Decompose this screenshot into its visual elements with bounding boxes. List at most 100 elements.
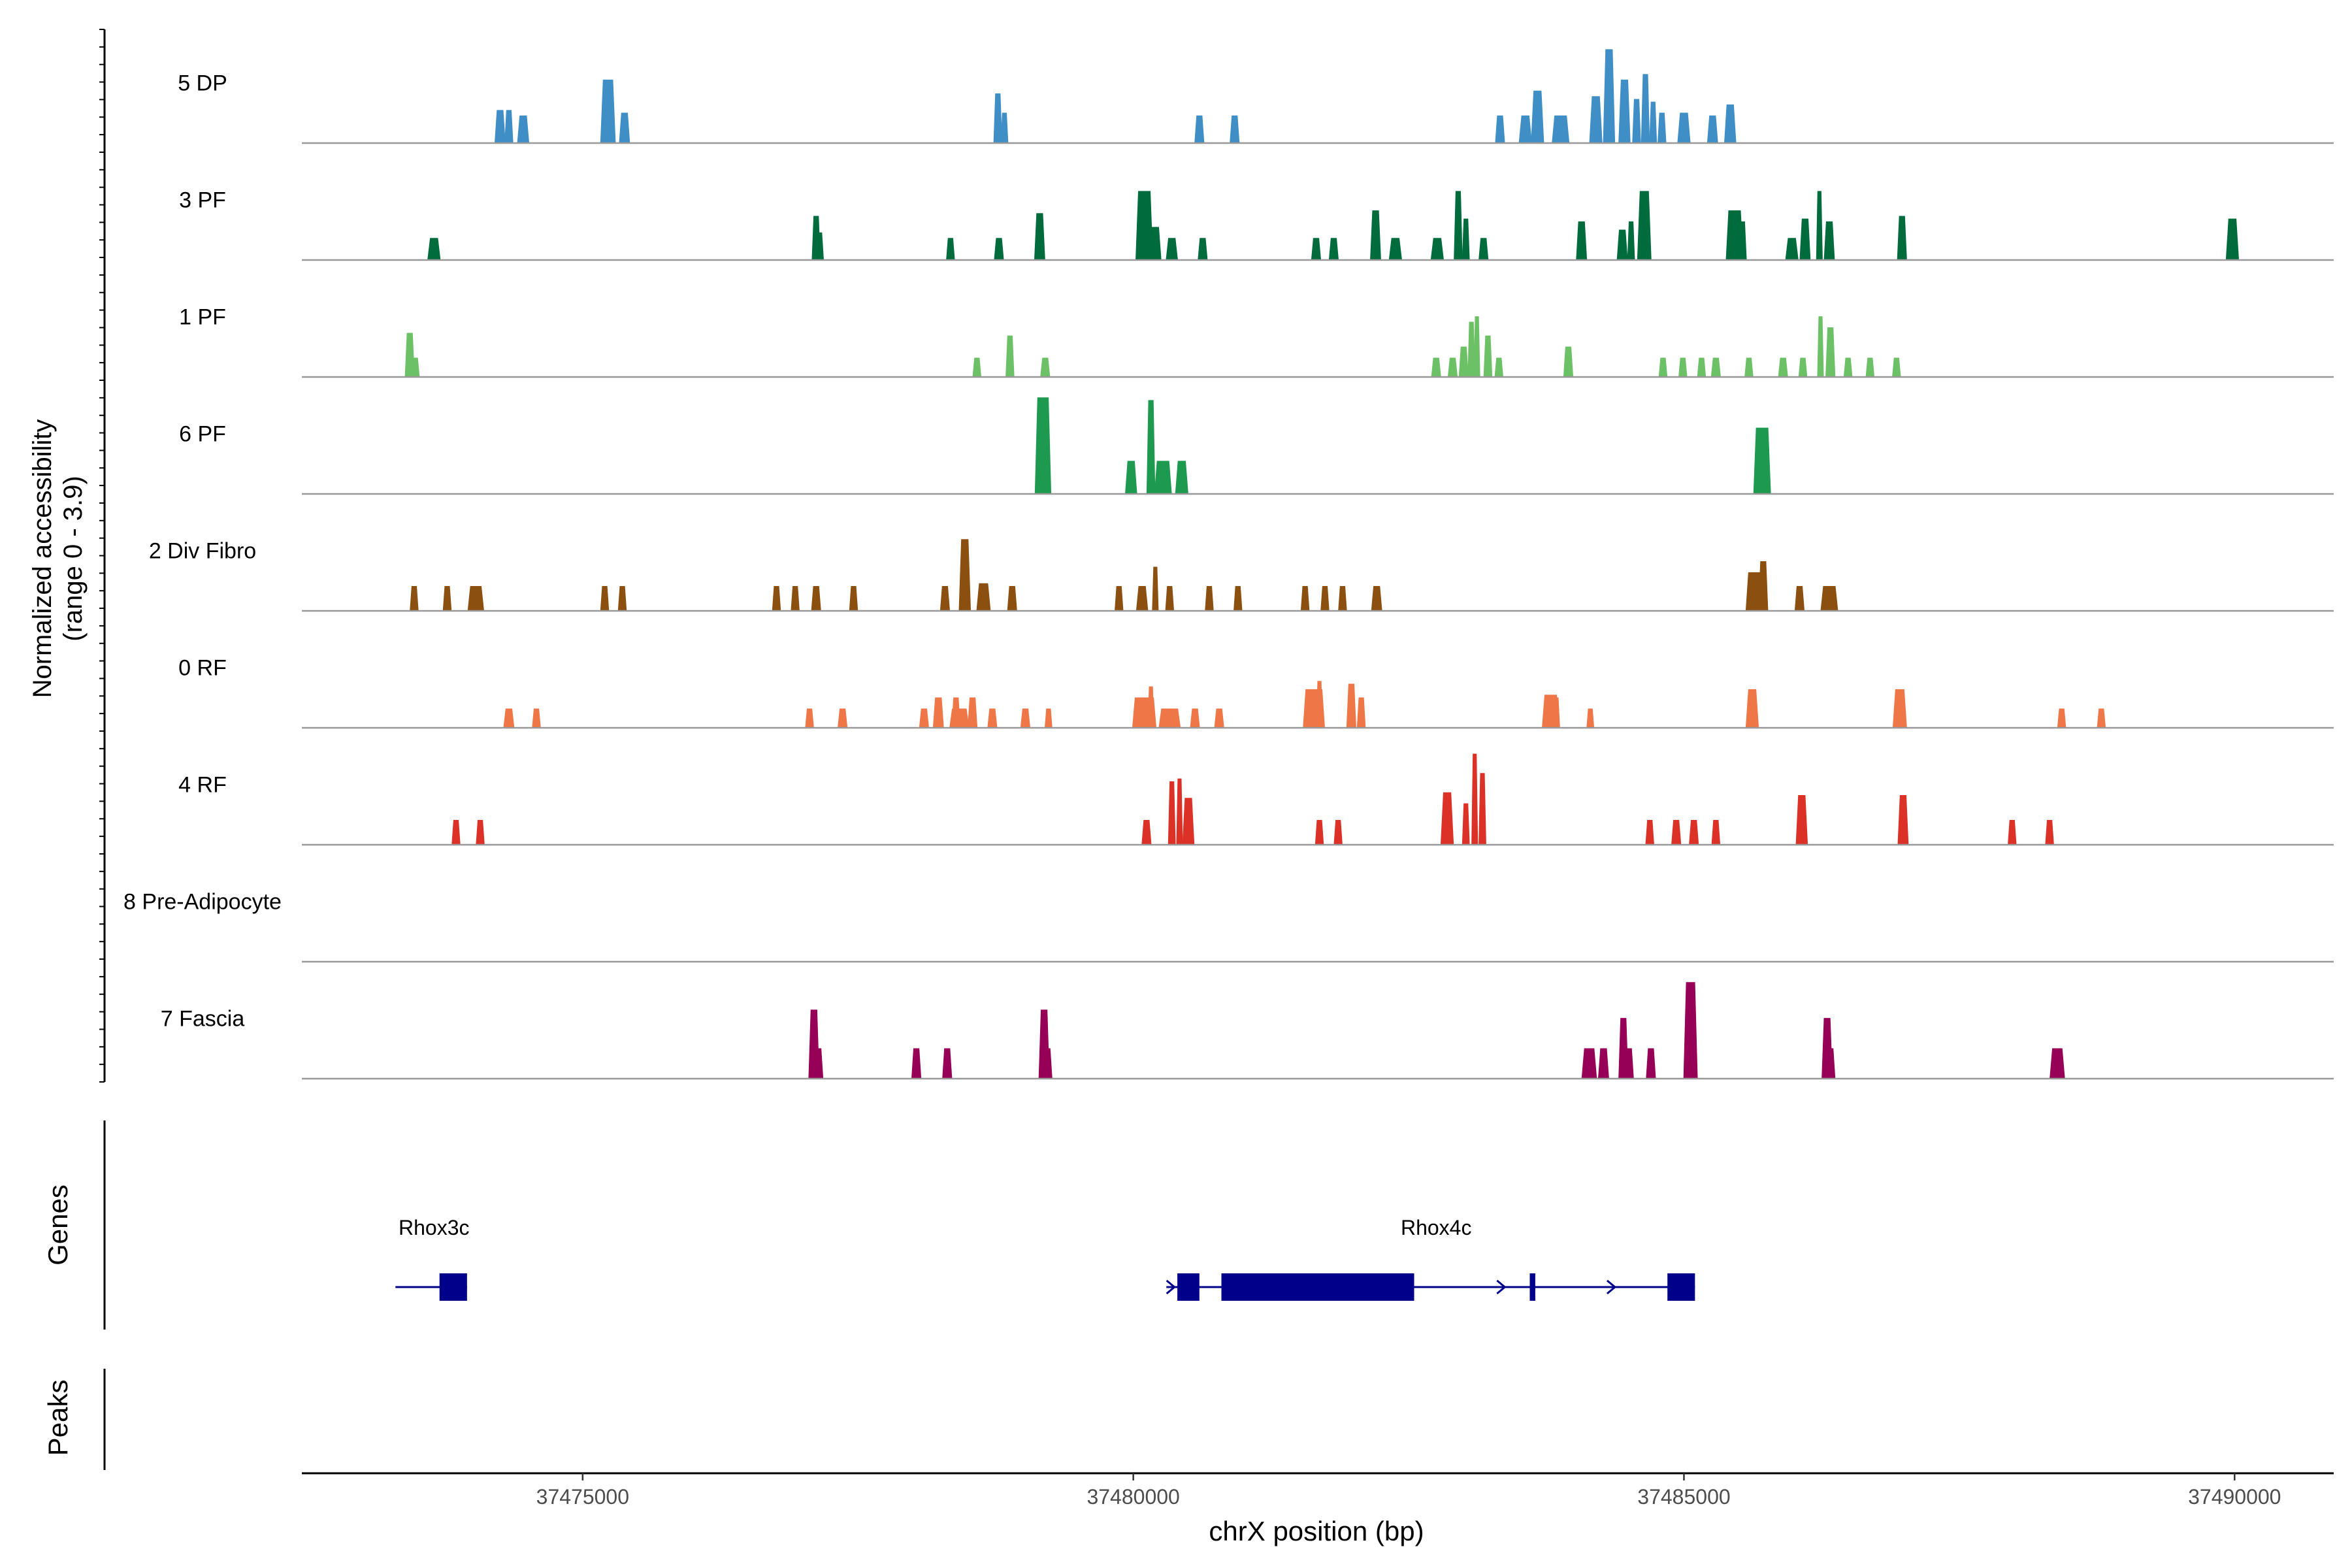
- x-tick-label: 37475000: [536, 1485, 629, 1509]
- coverage-peak: [1677, 112, 1691, 143]
- coverage-peak: [1576, 221, 1588, 260]
- coverage-peak: [1795, 794, 1808, 845]
- coverage-peak: [1616, 229, 1628, 260]
- coverage-peak: [2008, 819, 2017, 845]
- coverage-peak: [1586, 708, 1595, 728]
- gene-exon: [439, 1273, 467, 1301]
- coverage-peak: [1494, 357, 1504, 377]
- track-6-pf: 6 PF: [179, 397, 2334, 495]
- coverage-peak: [1683, 982, 1698, 1079]
- coverage-peak: [972, 357, 982, 377]
- track-2-div-fibro: 2 Div Fibro: [149, 538, 2334, 612]
- gene-exon: [1177, 1273, 1200, 1301]
- coverage-peak: [1454, 191, 1463, 260]
- coverage-peak: [1311, 238, 1322, 260]
- coverage-peak: [911, 1048, 922, 1079]
- coverage-peak: [1897, 794, 1909, 845]
- coverage-peak: [1328, 238, 1339, 260]
- coverage-peak: [1346, 683, 1356, 728]
- coverage-peak: [1589, 96, 1603, 143]
- coverage-peak: [1034, 397, 1052, 494]
- coverage-peak: [1817, 316, 1824, 377]
- coverage-peak: [813, 1048, 824, 1079]
- strand-arrow: [1606, 1279, 1617, 1295]
- coverage-peak: [1823, 221, 1835, 260]
- coverage-peak: [1338, 585, 1347, 611]
- coverage-peak: [1198, 238, 1208, 260]
- coverage-peak: [1671, 819, 1682, 845]
- coverage-peak: [1194, 115, 1205, 143]
- coverage-peak: [1825, 327, 1836, 377]
- coverage-peak: [1205, 585, 1214, 611]
- coverage-peak: [993, 93, 1003, 143]
- coverage-peak: [1356, 697, 1366, 728]
- coverage-peak: [1678, 357, 1688, 377]
- coverage-peak: [939, 585, 950, 611]
- coverage-peak: [476, 819, 485, 845]
- coverage-peak: [1135, 191, 1153, 260]
- coverage-peak: [1581, 1048, 1597, 1079]
- coverage-peak: [1710, 357, 1721, 377]
- gene-exon: [1667, 1273, 1695, 1301]
- coverage-peak: [1007, 585, 1017, 611]
- coverage-peak: [1214, 708, 1224, 728]
- track-3-pf: 3 PF: [179, 188, 2334, 261]
- coverage-peak: [1315, 819, 1324, 845]
- coverage-peak: [1152, 566, 1159, 611]
- coverage-peak: [1816, 191, 1823, 260]
- coverage-peak: [1645, 819, 1654, 845]
- coverage-peak: [1230, 115, 1240, 143]
- track-label: 1 PF: [179, 304, 226, 329]
- coverage-peak: [1758, 561, 1769, 611]
- coverage-peak: [949, 708, 970, 728]
- coverage-peak: [1531, 90, 1544, 143]
- coverage-peak: [1020, 708, 1031, 728]
- coverage-peak: [994, 238, 1004, 260]
- coverage-peak: [2045, 819, 2054, 845]
- coverage-peak: [1044, 708, 1053, 728]
- coverage-peak: [1115, 585, 1124, 611]
- coverage-peak: [1040, 357, 1051, 377]
- coverage-peak: [791, 585, 800, 611]
- track-label: 2 Div Fibro: [149, 538, 256, 563]
- coverage-peak: [2050, 1048, 2065, 1079]
- coverage-peak: [1478, 773, 1486, 845]
- coverage-peak: [1707, 115, 1718, 143]
- strand-arrow: [1166, 1279, 1176, 1295]
- coverage-peak: [1820, 585, 1838, 611]
- track-label: 7 Fascia: [161, 1006, 245, 1031]
- coverage-peak: [1233, 585, 1243, 611]
- coverage-peak: [1005, 335, 1015, 377]
- gene-rhox4c: Rhox4c: [1166, 1216, 1695, 1301]
- coverage-peak: [1603, 49, 1616, 143]
- coverage-peak: [1552, 115, 1570, 143]
- coverage-peak: [1745, 689, 1759, 728]
- coverage-peak: [1370, 210, 1381, 260]
- coverage-peak: [1892, 357, 1901, 377]
- coverage-peak: [1447, 357, 1458, 377]
- coverage-peak: [1658, 112, 1667, 143]
- coverage-peak: [811, 585, 821, 611]
- coverage-peak: [1176, 778, 1183, 845]
- coverage-peak: [1147, 686, 1154, 728]
- coverage-peak: [958, 539, 972, 611]
- coverage-peak: [517, 115, 530, 143]
- coverage-peak: [410, 357, 420, 377]
- coverage-peak: [1182, 798, 1195, 845]
- coverage-peak: [503, 708, 515, 728]
- track-5-dp: 5 DP: [178, 49, 2334, 144]
- gene-label: Rhox4c: [1401, 1216, 1472, 1239]
- coverage-peak: [805, 708, 814, 728]
- coverage-peak: [1430, 238, 1445, 260]
- gene-rhox3c: Rhox3c: [395, 1216, 470, 1301]
- coverage-peak: [1799, 218, 1811, 260]
- coverage-peak: [1552, 697, 1560, 728]
- y-axis-title-line1: Normalized accessibility: [28, 419, 57, 698]
- coverage-peak: [442, 585, 452, 611]
- peaks-axis-title: Peaks: [42, 1380, 73, 1456]
- coverage-peak: [1865, 357, 1875, 377]
- coverage-peak: [467, 585, 484, 611]
- x-tick-label: 37490000: [2188, 1485, 2281, 1509]
- coverage-peak: [1627, 221, 1635, 260]
- track-label: 8 Pre-Adipocyte: [123, 889, 282, 914]
